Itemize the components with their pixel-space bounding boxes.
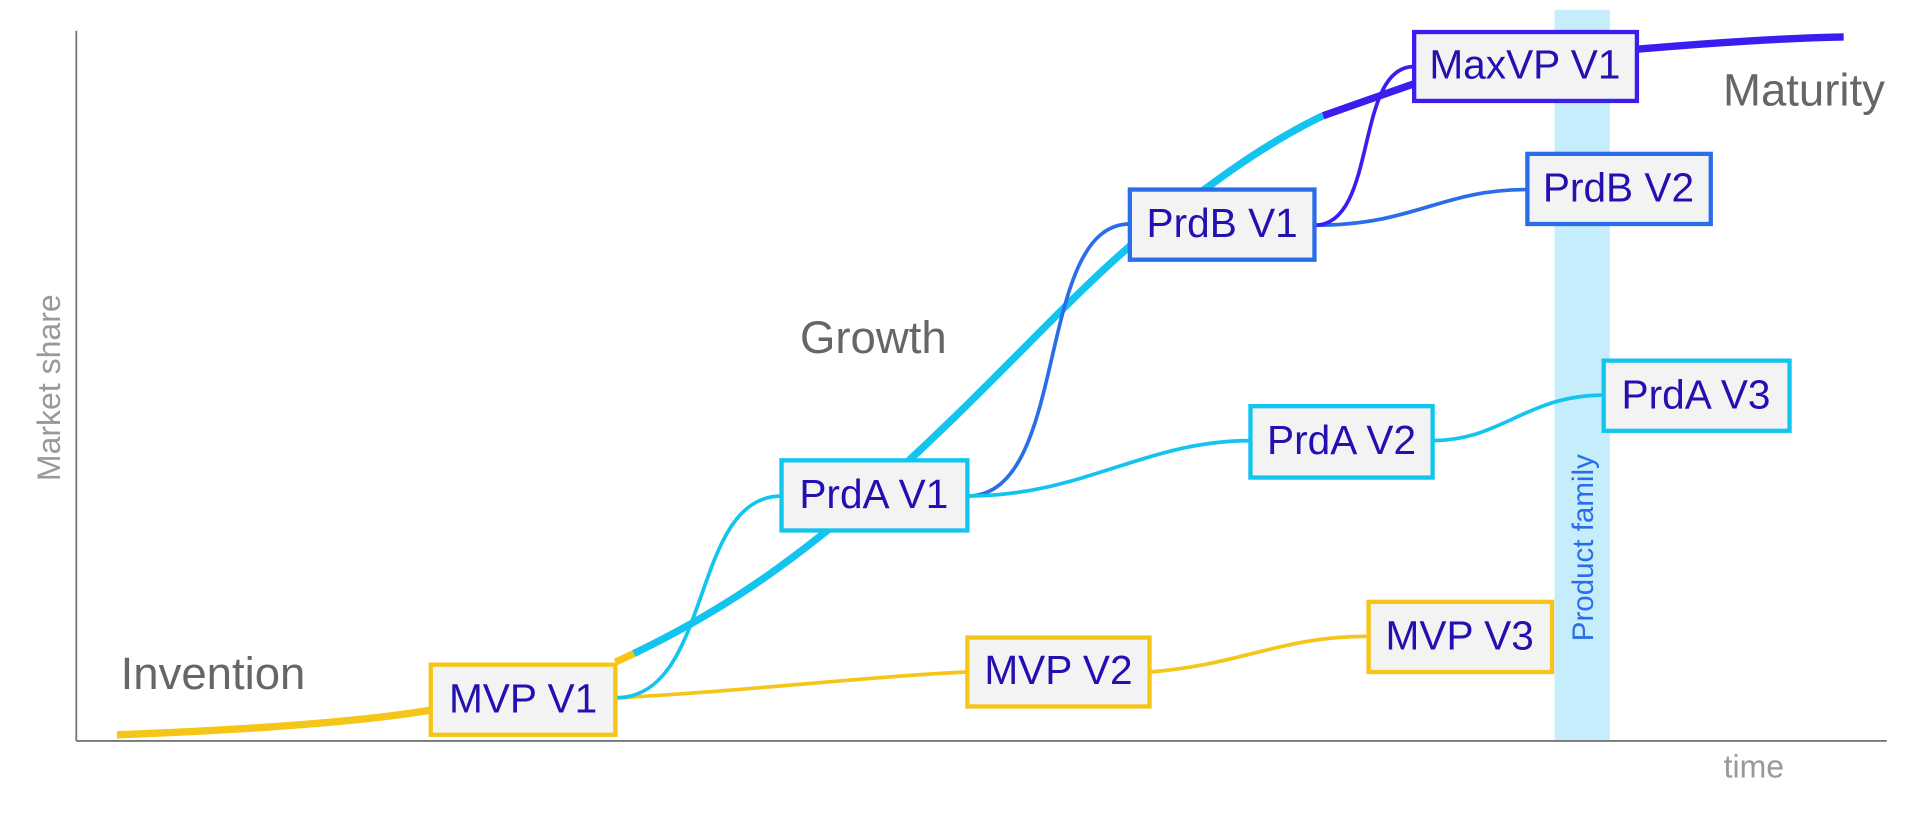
connector [615,494,782,700]
node: MVP V1 [428,662,618,737]
node-label: PrdA V1 [799,471,948,517]
connector [967,222,1130,498]
band-label: Product family [1567,454,1600,641]
phase-label: Growth [800,312,947,363]
node: PrdA V1 [779,458,970,533]
connector [615,670,968,700]
node: PrdA V2 [1248,404,1435,480]
node-label: PrdB V1 [1147,200,1298,246]
phase-label: Invention [121,648,306,699]
node-label: MVP V2 [984,647,1132,693]
connector [1314,187,1528,228]
node: MaxVP V1 [1412,29,1640,104]
node-label: MaxVP V1 [1429,41,1620,87]
s-curve [613,650,636,666]
s-curve [1321,80,1416,120]
s-curve [116,706,432,739]
node: PrdA V3 [1601,358,1792,433]
phase-label: Maturity [1723,65,1885,116]
connector [1432,393,1604,443]
connector [967,438,1251,498]
x-axis-label: time [1724,749,1784,785]
node-label: MVP V3 [1386,613,1534,659]
connector [1149,634,1369,674]
s-curve [1636,33,1844,53]
node: MVP V3 [1366,599,1555,675]
node-label: MVP V1 [449,675,597,721]
node-label: PrdA V2 [1267,417,1416,463]
s-curve [632,112,1325,657]
y-axis-label: Market share [31,294,67,481]
product-family-band [1554,9,1610,741]
node: PrdB V2 [1525,151,1713,227]
node: PrdB V1 [1127,187,1317,262]
node-label: PrdA V3 [1622,371,1771,417]
node-label: PrdB V2 [1543,165,1694,211]
connector [1314,64,1415,228]
node: MVP V2 [965,635,1152,709]
